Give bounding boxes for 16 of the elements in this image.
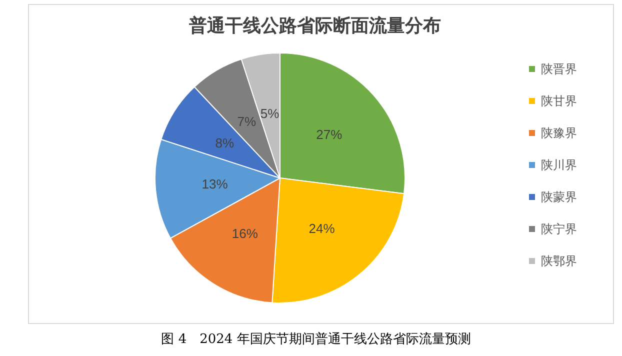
data-label: 27% bbox=[316, 127, 343, 142]
data-label: 13% bbox=[202, 176, 228, 192]
legend-label: 陕晋界 bbox=[541, 62, 577, 76]
data-label: 5% bbox=[260, 106, 280, 121]
legend-label: 陕鄂界 bbox=[541, 254, 577, 268]
legend-label: 陕宁界 bbox=[541, 222, 577, 236]
data-label: 16% bbox=[232, 226, 258, 241]
legend-label: 陕川界 bbox=[541, 158, 577, 172]
legend-label: 陕蒙界 bbox=[541, 190, 577, 204]
data-label: 24% bbox=[308, 220, 336, 236]
data-label: 7% bbox=[237, 114, 256, 130]
caption: 图 4 2024 年国庆节期间普通干线公路省际流量预测 bbox=[161, 331, 471, 347]
data-label: 8% bbox=[215, 135, 235, 150]
chart-title: 普通干线公路省际断面流量分布 bbox=[188, 16, 441, 36]
legend-label: 陕豫界 bbox=[541, 126, 577, 140]
legend-label: 陕甘界 bbox=[541, 94, 577, 108]
